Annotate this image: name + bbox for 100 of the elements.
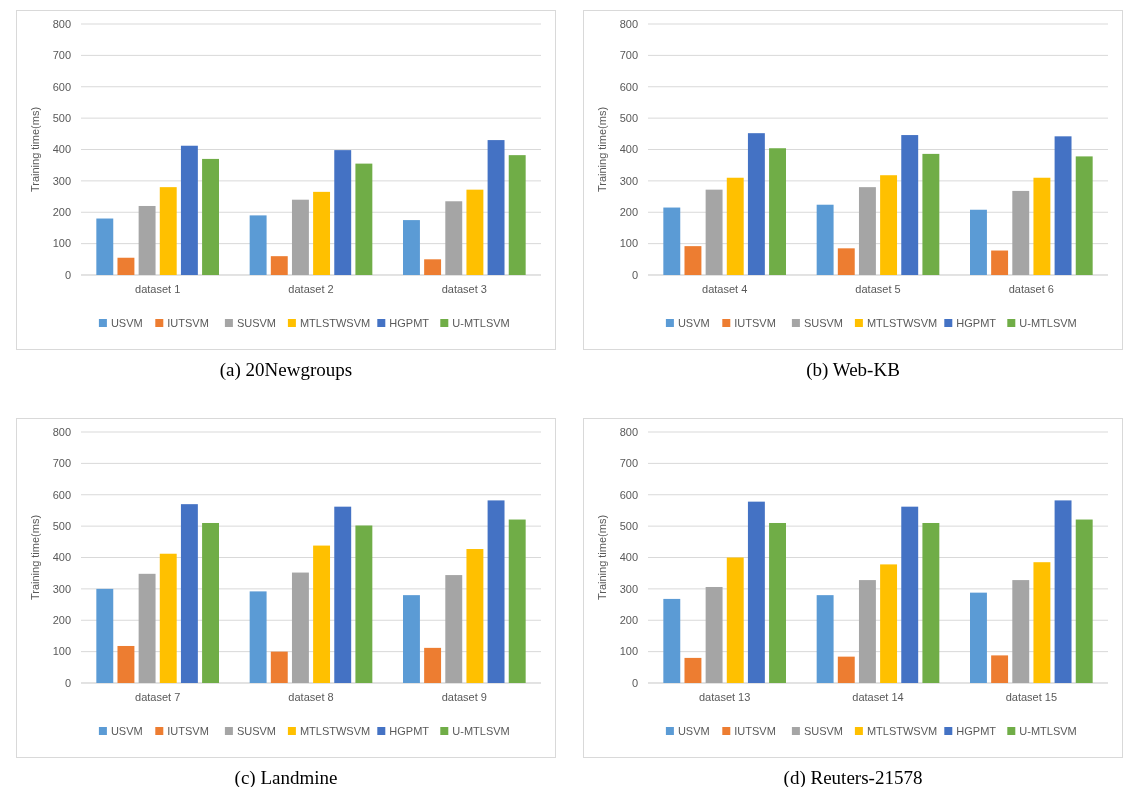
y-tick-label: 800	[52, 425, 71, 438]
legend-label: IUTSVM	[734, 316, 776, 329]
y-tick-label: 600	[619, 80, 638, 93]
bar	[747, 501, 765, 683]
bar	[270, 651, 288, 683]
bar	[816, 204, 834, 275]
bar	[424, 647, 442, 683]
y-tick-label: 200	[52, 206, 71, 219]
bar	[837, 248, 855, 275]
bar	[270, 256, 288, 275]
bar	[291, 199, 309, 275]
y-tick-label: 300	[52, 582, 71, 595]
bar	[1054, 136, 1072, 275]
bar	[1054, 500, 1072, 683]
bar	[1075, 519, 1093, 683]
x-tick-label: dataset 2	[288, 283, 334, 295]
legend-label: HGPMT	[389, 724, 430, 737]
legend-label: SUSVM	[803, 316, 844, 329]
y-tick-label: 600	[52, 80, 71, 93]
y-tick-label: 200	[619, 206, 638, 219]
x-tick-label: dataset 14	[852, 691, 904, 703]
y-tick-label: 700	[619, 457, 638, 470]
bar	[769, 522, 786, 683]
y-tick-label: 700	[619, 49, 638, 62]
x-tick-label: dataset 6	[1008, 283, 1054, 295]
bar	[663, 598, 681, 683]
bar	[202, 522, 219, 683]
y-tick-label: 0	[64, 676, 71, 689]
bar	[313, 191, 331, 275]
bar	[96, 588, 114, 683]
legend-label: IUTSVM	[167, 724, 209, 737]
y-axis-title: Training time(ms)	[29, 106, 41, 193]
y-tick-label: 500	[52, 111, 71, 124]
bar	[117, 645, 135, 683]
bar	[138, 205, 156, 275]
y-tick-label: 500	[619, 111, 638, 124]
y-axis-title: Training time(ms)	[29, 514, 41, 601]
text: (a) 20Newgroups	[219, 359, 353, 381]
y-tick-label: 100	[619, 237, 638, 250]
bar	[445, 201, 463, 275]
legend-label: HGPMT	[389, 316, 430, 329]
y-tick-label: 200	[52, 614, 71, 627]
y-tick-label: 800	[52, 17, 71, 30]
y-axis-title: Training time(ms)	[596, 514, 608, 601]
legend-label: MTLSTWSVM	[866, 316, 938, 329]
bar	[858, 187, 876, 275]
bar	[180, 504, 198, 683]
bar	[922, 153, 940, 275]
y-tick-label: 400	[52, 143, 71, 156]
bar	[180, 145, 198, 275]
bar	[991, 250, 1009, 275]
bar	[970, 209, 987, 275]
text: (b) Web-KB	[806, 359, 900, 381]
x-tick-label: dataset 4	[702, 283, 748, 295]
bar	[705, 586, 723, 683]
bar	[663, 207, 681, 275]
y-tick-label: 100	[619, 645, 638, 658]
y-tick-label: 600	[619, 488, 638, 501]
legend-label: USVM	[677, 316, 710, 329]
y-tick-label: 200	[619, 614, 638, 627]
x-tick-label: dataset 1	[135, 283, 181, 295]
legend-label: USVM	[677, 724, 710, 737]
bar	[1012, 190, 1030, 275]
bar	[424, 259, 442, 275]
legend-label: MTLSTWSVM	[299, 724, 371, 737]
bar	[202, 158, 219, 275]
y-tick-label: 700	[52, 457, 71, 470]
bar	[291, 572, 309, 683]
bar	[858, 580, 876, 683]
bar	[1033, 562, 1051, 683]
legend-label: SUSVM	[236, 724, 277, 737]
y-tick-label: 0	[64, 268, 71, 281]
bar	[684, 246, 702, 275]
legend-label: HGPMT	[956, 316, 997, 329]
bar	[403, 220, 420, 275]
bar	[334, 506, 352, 683]
y-tick-label: 300	[619, 582, 638, 595]
bar	[880, 175, 898, 275]
y-tick-label: 500	[52, 519, 71, 532]
x-tick-label: dataset 13	[698, 691, 751, 703]
legend-label: USVM	[110, 316, 143, 329]
y-tick-label: 100	[52, 237, 71, 250]
bar	[1075, 156, 1093, 275]
bar	[249, 215, 267, 275]
y-tick-label: 300	[619, 174, 638, 187]
y-tick-label: 600	[52, 488, 71, 501]
bar	[880, 564, 898, 683]
bar	[403, 595, 420, 683]
bar	[487, 500, 505, 683]
bar	[901, 135, 919, 275]
bar	[445, 575, 463, 683]
bar	[970, 592, 987, 683]
x-tick-label: dataset 3	[441, 283, 487, 295]
y-tick-label: 100	[52, 645, 71, 658]
y-tick-label: 0	[631, 676, 638, 689]
bar	[313, 545, 331, 683]
y-tick-label: 400	[52, 551, 71, 564]
bar	[159, 553, 177, 683]
legend-label: U-MTLSVM	[452, 724, 510, 737]
bar	[508, 155, 526, 275]
